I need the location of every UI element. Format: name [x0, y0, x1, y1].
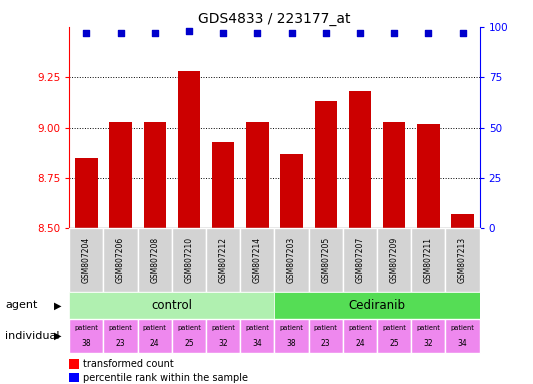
Text: 38: 38	[287, 339, 296, 348]
Text: patient: patient	[143, 325, 167, 331]
Text: patient: patient	[280, 325, 303, 331]
Bar	[69, 319, 103, 353]
Bar	[138, 319, 172, 353]
Text: GSM807206: GSM807206	[116, 237, 125, 283]
Bar	[446, 319, 480, 353]
Point	[82, 30, 91, 36]
Point	[219, 30, 228, 36]
Text: 23: 23	[116, 339, 125, 348]
Bar	[172, 319, 206, 353]
Bar	[446, 228, 480, 292]
Bar	[274, 228, 309, 292]
Text: GSM807207: GSM807207	[356, 237, 365, 283]
Point	[253, 30, 262, 36]
Text: 32: 32	[219, 339, 228, 348]
Text: GSM807210: GSM807210	[184, 237, 193, 283]
Bar	[411, 319, 446, 353]
Text: transformed count: transformed count	[83, 359, 173, 369]
Point	[116, 30, 125, 36]
Text: patient: patient	[416, 325, 440, 331]
Text: patient: patient	[211, 325, 235, 331]
Text: ▶: ▶	[54, 300, 61, 310]
Text: 34: 34	[253, 339, 262, 348]
Point	[287, 30, 296, 36]
Bar	[274, 292, 480, 319]
Bar	[240, 319, 274, 353]
Bar	[240, 228, 274, 292]
Text: patient: patient	[451, 325, 474, 331]
Text: GSM807205: GSM807205	[321, 237, 330, 283]
Text: 38: 38	[82, 339, 91, 348]
Text: GSM807212: GSM807212	[219, 237, 228, 283]
Bar	[246, 122, 269, 228]
Bar	[103, 228, 138, 292]
Bar	[69, 228, 103, 292]
Text: percentile rank within the sample: percentile rank within the sample	[83, 373, 248, 383]
Text: 24: 24	[355, 339, 365, 348]
Bar	[383, 122, 405, 228]
Bar	[69, 292, 274, 319]
Text: patient: patient	[382, 325, 406, 331]
Text: Cediranib: Cediranib	[349, 299, 406, 312]
Text: GSM807204: GSM807204	[82, 237, 91, 283]
Text: 25: 25	[390, 339, 399, 348]
Text: patient: patient	[314, 325, 338, 331]
Bar	[172, 228, 206, 292]
Bar	[314, 101, 337, 228]
Text: GSM807203: GSM807203	[287, 237, 296, 283]
Text: patient: patient	[246, 325, 269, 331]
Title: GDS4833 / 223177_at: GDS4833 / 223177_at	[198, 12, 351, 26]
Bar	[144, 122, 166, 228]
Bar	[411, 228, 446, 292]
Bar	[417, 124, 440, 228]
Bar	[377, 228, 411, 292]
Bar	[343, 319, 377, 353]
Point	[458, 30, 467, 36]
Bar	[206, 228, 240, 292]
Text: 25: 25	[184, 339, 194, 348]
Text: 24: 24	[150, 339, 159, 348]
Bar	[75, 158, 98, 228]
Bar	[451, 214, 474, 228]
Text: agent: agent	[5, 300, 38, 310]
Text: 32: 32	[424, 339, 433, 348]
Bar	[212, 142, 235, 228]
Text: patient: patient	[348, 325, 372, 331]
Bar	[178, 71, 200, 228]
Bar	[377, 319, 411, 353]
Text: GSM807209: GSM807209	[390, 237, 399, 283]
Point	[390, 30, 399, 36]
Bar	[206, 319, 240, 353]
Text: GSM807213: GSM807213	[458, 237, 467, 283]
Bar	[309, 319, 343, 353]
Bar	[280, 154, 303, 228]
Text: GSM807208: GSM807208	[150, 237, 159, 283]
Text: control: control	[151, 299, 192, 312]
Text: ▶: ▶	[54, 331, 61, 341]
Point	[321, 30, 330, 36]
Point	[185, 28, 193, 34]
Bar	[343, 228, 377, 292]
Text: 23: 23	[321, 339, 330, 348]
Text: patient: patient	[109, 325, 133, 331]
Text: patient: patient	[177, 325, 201, 331]
Point	[424, 30, 433, 36]
Bar	[309, 228, 343, 292]
Bar	[349, 91, 371, 228]
Text: individual: individual	[5, 331, 60, 341]
Text: patient: patient	[75, 325, 98, 331]
Bar	[103, 319, 138, 353]
Point	[356, 30, 364, 36]
Text: 34: 34	[458, 339, 467, 348]
Text: GSM807214: GSM807214	[253, 237, 262, 283]
Text: GSM807211: GSM807211	[424, 237, 433, 283]
Point	[150, 30, 159, 36]
Bar	[109, 122, 132, 228]
Bar	[274, 319, 309, 353]
Bar	[138, 228, 172, 292]
